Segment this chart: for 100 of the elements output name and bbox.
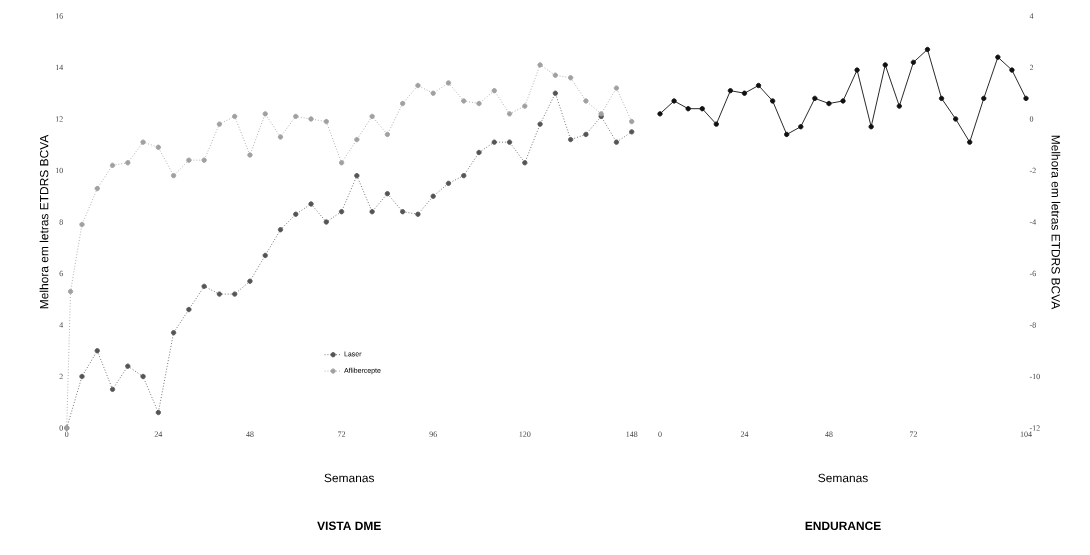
point — [369, 113, 375, 120]
point — [583, 131, 589, 138]
point — [567, 136, 574, 143]
point — [798, 124, 804, 130]
point — [186, 157, 192, 163]
point — [552, 72, 558, 78]
point — [657, 111, 663, 117]
point — [1023, 95, 1029, 102]
text: VISTA DME — [317, 521, 381, 530]
point — [461, 172, 467, 179]
point — [384, 131, 391, 138]
point — [201, 283, 207, 289]
point — [354, 136, 360, 143]
point — [216, 291, 223, 297]
point — [629, 118, 635, 125]
point — [216, 121, 223, 127]
point — [415, 82, 421, 89]
point — [262, 111, 268, 117]
point — [323, 118, 329, 125]
point — [232, 291, 238, 297]
point — [125, 160, 131, 166]
point — [155, 144, 161, 150]
point — [170, 330, 177, 336]
point — [140, 139, 146, 145]
point — [812, 95, 818, 102]
point — [840, 98, 846, 104]
point — [784, 131, 790, 138]
point — [491, 88, 497, 94]
point — [461, 98, 467, 104]
point — [277, 134, 284, 140]
point — [506, 139, 513, 145]
point — [567, 75, 574, 81]
point — [384, 191, 391, 197]
point — [354, 172, 360, 179]
point — [262, 252, 268, 259]
point — [445, 80, 452, 86]
point — [323, 219, 329, 225]
point — [995, 54, 1001, 60]
y-axis-title: Melhora em letras ETDRS BCVA — [1051, 135, 1061, 310]
point — [67, 288, 74, 295]
point — [967, 139, 973, 145]
point — [952, 116, 959, 122]
point — [109, 162, 116, 168]
point — [170, 172, 177, 179]
point — [293, 211, 299, 217]
point — [583, 98, 589, 104]
point — [201, 157, 207, 163]
point — [896, 103, 902, 109]
point — [755, 82, 762, 89]
point — [476, 149, 482, 156]
point — [94, 348, 100, 354]
x-axis-title: Semanas — [818, 473, 868, 483]
point — [476, 100, 482, 107]
point — [400, 209, 406, 215]
point — [613, 85, 620, 91]
point — [882, 62, 888, 68]
point — [537, 62, 543, 68]
point — [293, 113, 299, 120]
point — [685, 106, 691, 112]
point — [338, 160, 345, 166]
point — [981, 95, 987, 102]
point — [338, 209, 345, 215]
point — [400, 100, 406, 107]
point — [537, 121, 543, 127]
point — [430, 90, 436, 96]
point — [629, 129, 635, 135]
point — [125, 363, 131, 369]
point — [308, 201, 314, 207]
point — [522, 160, 528, 166]
point — [613, 139, 620, 145]
point — [938, 95, 945, 102]
point — [79, 373, 85, 380]
point — [727, 88, 734, 94]
point — [79, 221, 85, 228]
point — [910, 59, 917, 65]
point — [854, 67, 860, 73]
point — [552, 90, 558, 96]
point — [769, 98, 776, 104]
point — [155, 409, 161, 416]
point — [445, 180, 452, 186]
point — [506, 111, 513, 117]
text: ENDURANCE — [805, 521, 881, 530]
point — [924, 46, 931, 53]
point — [369, 209, 375, 215]
point — [868, 124, 874, 130]
point — [247, 152, 253, 158]
point — [277, 227, 284, 233]
point — [415, 211, 421, 217]
point — [699, 106, 705, 112]
point — [94, 185, 100, 192]
point — [186, 306, 192, 313]
point — [109, 386, 116, 392]
point — [430, 193, 436, 199]
point — [522, 103, 528, 109]
point — [1009, 67, 1015, 73]
point — [826, 100, 832, 107]
point — [140, 373, 146, 380]
point — [232, 113, 238, 120]
point — [247, 278, 253, 284]
x-axis-title: Semanas — [324, 473, 375, 483]
